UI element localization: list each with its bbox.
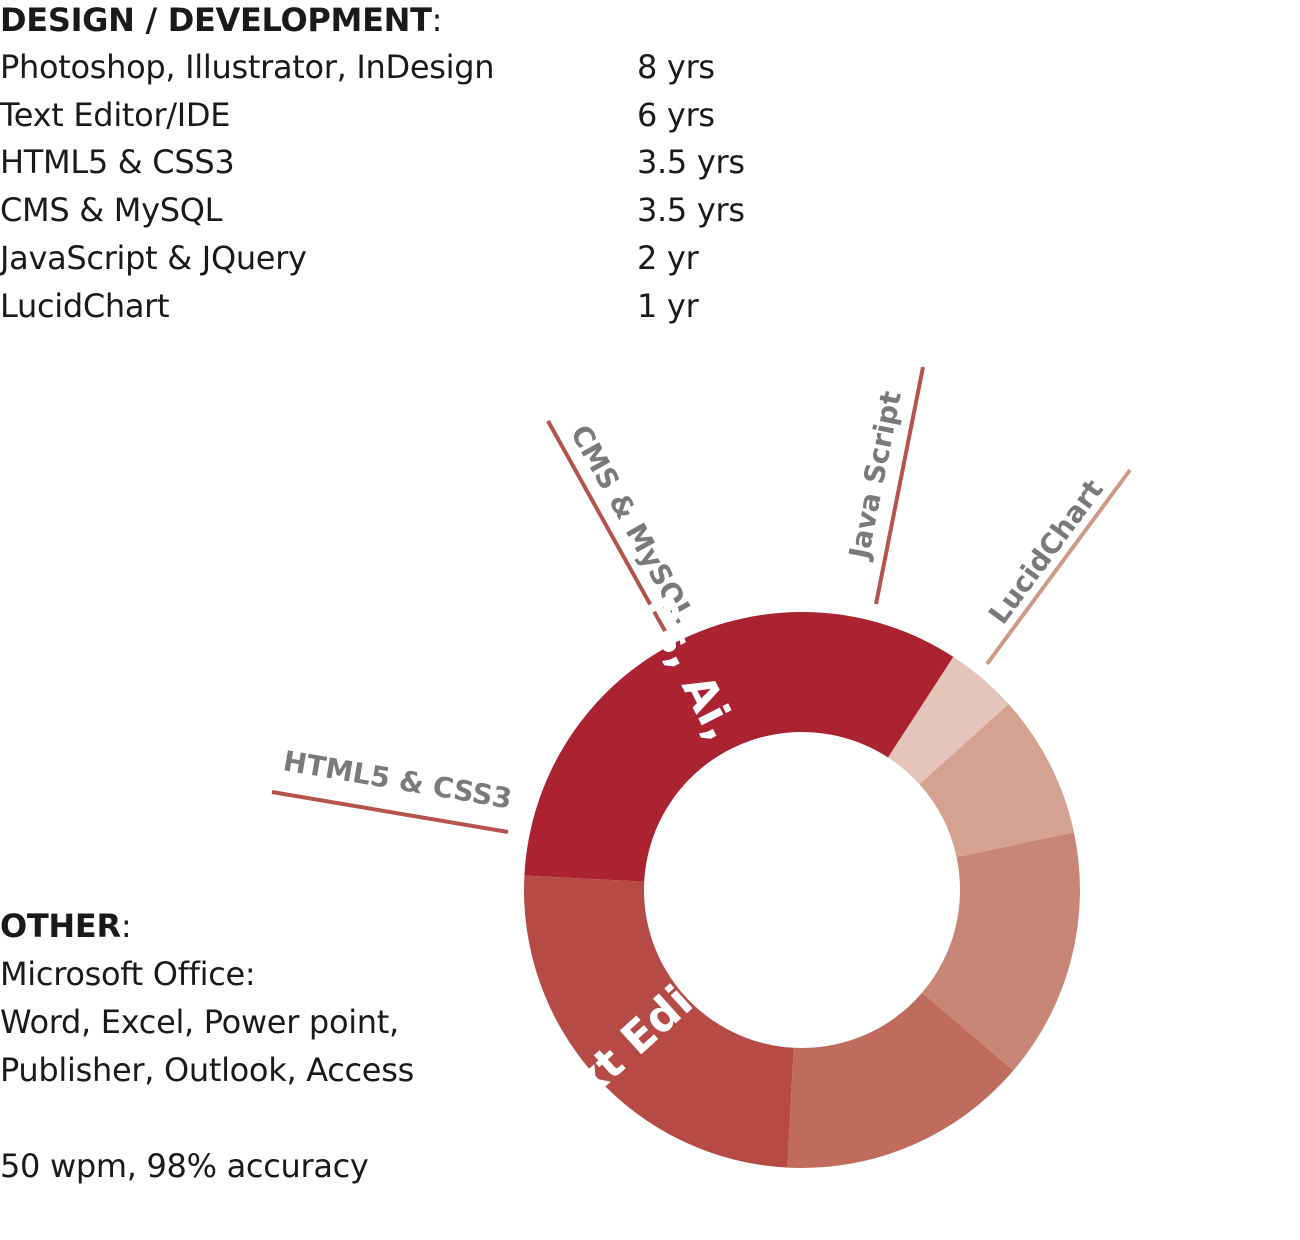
skill-name: LucidChart: [0, 286, 170, 325]
skill-name: Text Editor/IDE: [0, 95, 231, 134]
callout-line: [985, 468, 1132, 666]
callout-line: [271, 790, 509, 834]
other-section: OTHER: Microsoft Office: Word, Excel, Po…: [0, 902, 520, 1190]
donut-slice: [524, 612, 954, 882]
office-apps-line-1: Word, Excel, Power point,: [0, 1003, 399, 1041]
skill-row: HTML5 & CSS3 3.5 yrs: [0, 139, 800, 187]
other-heading-colon: :: [120, 907, 132, 945]
donut-slice: [524, 875, 794, 1168]
skill-years: 3.5 yrs: [637, 143, 745, 182]
skill-row: Photoshop, Illustrator, InDesign 8 yrs: [0, 43, 800, 91]
callout-label: Java Script: [842, 388, 908, 563]
spacer: [0, 1094, 520, 1142]
callout-label: HTML5 & CSS3: [281, 744, 515, 815]
donut-slice: [922, 832, 1080, 1071]
typing-speed: 50 wpm, 98% accuracy: [0, 1147, 369, 1185]
donut-slice: [787, 992, 1014, 1168]
skill-name: Photoshop, Illustrator, InDesign: [0, 47, 495, 86]
microsoft-office-label: Microsoft Office:: [0, 955, 256, 993]
skill-years: 2 yr: [637, 239, 699, 278]
skill-row: CMS & MySQL 3.5 yrs: [0, 186, 800, 234]
skills-list: Photoshop, Illustrator, InDesign 8 yrs T…: [0, 43, 800, 330]
callout-label: LucidChart: [982, 473, 1110, 630]
donut-slice: [888, 656, 1009, 785]
skill-name: JavaScript & JQuery: [0, 239, 307, 278]
skill-row: LucidChart 1 yr: [0, 282, 800, 330]
callout-line: [546, 420, 667, 632]
skill-years: 1 yr: [637, 286, 699, 325]
callout-line: [874, 366, 925, 605]
other-heading: OTHER:: [0, 902, 520, 950]
skill-row: JavaScript & JQuery 2 yr: [0, 234, 800, 282]
design-development-heading: DESIGN / DEVELOPMENT:: [0, 0, 800, 40]
skill-years: 8 yrs: [637, 47, 715, 86]
donut-slices: [524, 612, 1080, 1168]
donut-slice: [919, 703, 1074, 858]
design-heading-colon: :: [431, 1, 443, 39]
office-apps-line-2: Publisher, Outlook, Access: [0, 1051, 414, 1089]
other-heading-text: OTHER: [0, 907, 121, 945]
skill-row: Text Editor/IDE 6 yrs: [0, 91, 800, 139]
design-heading-text: DESIGN / DEVELOPMENT: [0, 1, 432, 39]
design-development-section: DESIGN / DEVELOPMENT: Photoshop, Illustr…: [0, 0, 800, 330]
skill-years: 3.5 yrs: [637, 191, 745, 230]
skill-name: HTML5 & CSS3: [0, 143, 235, 182]
skill-years: 6 yrs: [637, 95, 715, 134]
skill-name: CMS & MySQL: [0, 191, 223, 230]
